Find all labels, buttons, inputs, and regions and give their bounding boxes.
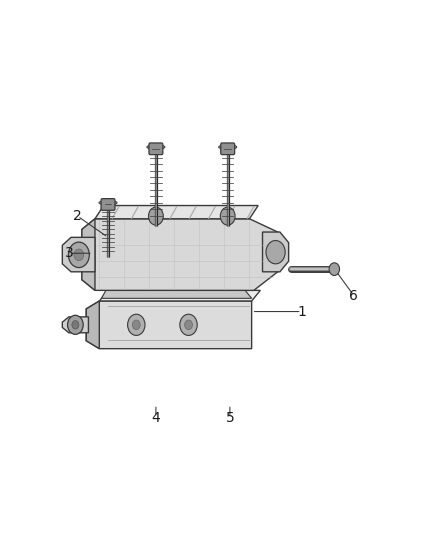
Polygon shape	[62, 237, 95, 272]
Circle shape	[220, 207, 235, 225]
Ellipse shape	[219, 145, 237, 149]
FancyBboxPatch shape	[101, 199, 115, 211]
Polygon shape	[102, 290, 252, 298]
Polygon shape	[86, 301, 99, 349]
Ellipse shape	[99, 200, 117, 205]
Polygon shape	[62, 317, 88, 333]
Circle shape	[68, 242, 89, 268]
Circle shape	[266, 240, 285, 264]
Circle shape	[132, 320, 140, 329]
Circle shape	[329, 263, 339, 276]
Circle shape	[185, 320, 192, 329]
Circle shape	[67, 316, 83, 334]
Polygon shape	[86, 301, 252, 349]
Circle shape	[180, 314, 197, 335]
Circle shape	[148, 207, 163, 225]
Text: 4: 4	[152, 410, 160, 425]
Text: 6: 6	[350, 289, 358, 303]
Polygon shape	[262, 232, 289, 272]
Polygon shape	[82, 219, 95, 290]
Polygon shape	[95, 206, 258, 219]
Text: 1: 1	[297, 304, 306, 319]
Polygon shape	[99, 290, 260, 301]
Circle shape	[127, 314, 145, 335]
Circle shape	[72, 320, 79, 329]
Circle shape	[74, 249, 84, 261]
Text: 3: 3	[64, 246, 73, 260]
Ellipse shape	[147, 145, 165, 149]
FancyBboxPatch shape	[149, 143, 163, 155]
Text: 5: 5	[226, 410, 234, 425]
FancyBboxPatch shape	[221, 143, 235, 155]
Polygon shape	[82, 219, 278, 290]
Text: 2: 2	[73, 209, 82, 223]
